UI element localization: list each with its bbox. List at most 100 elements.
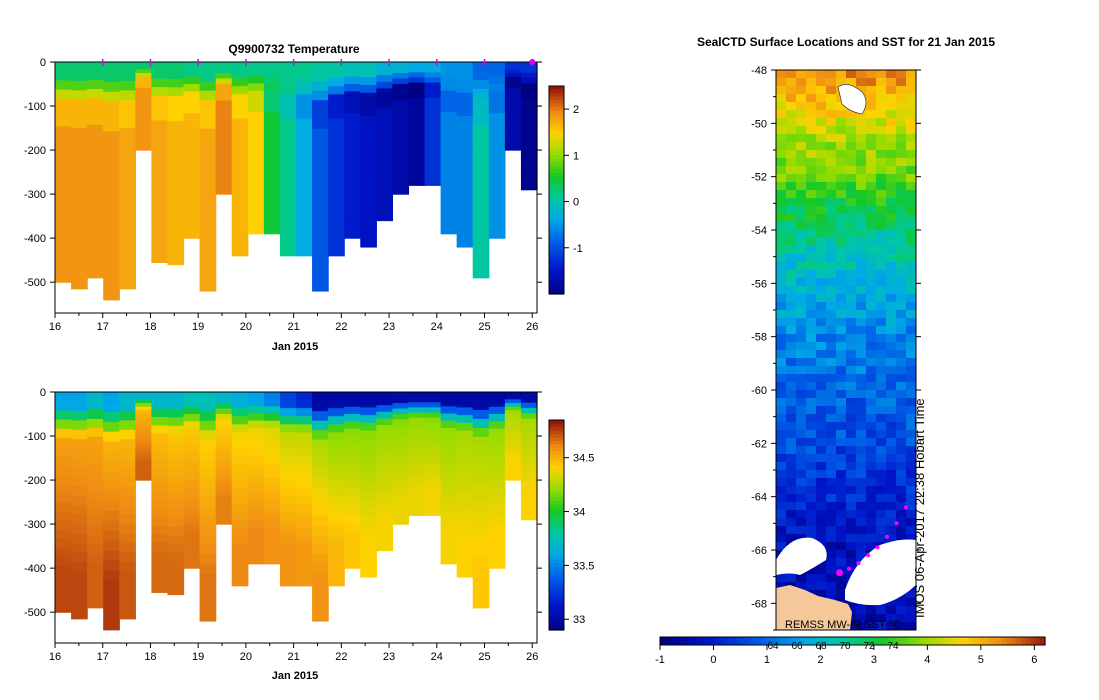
sst-cell — [816, 422, 827, 431]
sst-cell — [806, 526, 817, 535]
section-cell — [456, 208, 474, 217]
section-cell — [71, 194, 88, 205]
section-cell — [135, 84, 152, 89]
sst-colorbar-segment — [1040, 637, 1046, 645]
section-cell — [71, 562, 88, 573]
sst-colorbar-segment — [765, 637, 772, 645]
section-cell — [376, 121, 393, 129]
sst-cell — [786, 494, 797, 503]
sst-cell — [786, 390, 797, 399]
section-cell — [151, 417, 169, 426]
section-cell — [247, 83, 265, 92]
section-cell — [279, 577, 297, 587]
sst-cell — [786, 486, 797, 495]
sst-cell — [776, 534, 787, 543]
section-cell — [135, 80, 152, 85]
sst-cell — [906, 462, 916, 471]
sst-cell — [826, 246, 837, 255]
section-cell — [376, 194, 393, 202]
sst-cell — [836, 350, 847, 359]
seal-location — [847, 566, 851, 571]
sst-cell — [866, 166, 877, 175]
section-cell — [167, 78, 185, 88]
sst-cell — [776, 478, 787, 487]
sst-cell — [856, 294, 867, 303]
sst-colorbar-segment — [972, 637, 979, 645]
sst-colorbar-segment — [996, 637, 1003, 645]
sst-cell — [836, 342, 847, 351]
section-cell — [328, 440, 345, 450]
colorbar-segment — [549, 500, 564, 505]
section-cell — [103, 550, 120, 562]
section-cell — [71, 137, 88, 148]
sst-cell — [846, 518, 857, 527]
colorbar-segment — [549, 476, 564, 481]
sst-cell — [846, 278, 857, 287]
sst-colorbar-label: 2 — [817, 654, 823, 666]
section-cell — [279, 78, 297, 87]
section-cell — [392, 111, 410, 118]
sst-cell — [786, 510, 797, 519]
sst-cell — [906, 222, 916, 231]
section-cell — [296, 126, 313, 136]
sst-cell — [856, 398, 867, 407]
section-cell — [344, 69, 361, 78]
section-cell — [135, 113, 152, 118]
sst-cell — [906, 398, 916, 407]
sst-cell — [906, 110, 916, 119]
sst-cell — [786, 182, 797, 191]
section-cell — [312, 109, 329, 120]
section-cell — [103, 62, 120, 73]
sst-colorbar-segment — [823, 637, 830, 645]
sst-cell — [906, 486, 916, 495]
sst-cell — [806, 334, 817, 343]
sst-cell — [856, 142, 867, 151]
sst-cell — [816, 406, 827, 415]
section-cell — [360, 553, 377, 563]
section-cell — [472, 544, 490, 555]
sst-cell — [856, 350, 867, 359]
section-cell — [199, 138, 217, 149]
section-cell — [247, 169, 265, 178]
section-cell — [296, 70, 313, 79]
section-cell — [520, 179, 538, 185]
sst-cell — [776, 142, 787, 151]
sst-cell — [846, 494, 857, 503]
sst-cell — [806, 262, 817, 271]
section-cell — [151, 120, 169, 130]
section-cell — [151, 475, 169, 485]
section-cell — [328, 150, 345, 160]
section-cell — [408, 118, 426, 125]
sst-cell — [896, 278, 907, 287]
section-cell — [312, 477, 329, 489]
sst-cell — [786, 102, 797, 111]
section-cell — [488, 223, 506, 232]
section-cell — [360, 492, 377, 501]
section-cell — [231, 191, 249, 200]
section-cell — [424, 427, 442, 434]
sst-cell — [886, 622, 897, 630]
sst-cell — [846, 318, 857, 327]
section-cell — [456, 115, 474, 125]
section-cell — [376, 167, 393, 175]
sst-cell — [846, 254, 857, 263]
section-cell — [183, 472, 201, 481]
section-cell — [520, 450, 538, 457]
section-cell — [247, 69, 265, 77]
sst-cell — [776, 446, 787, 455]
sst-cell — [836, 454, 847, 463]
sst-map-title: SealCTD Surface Locations and SST for 21… — [697, 35, 995, 49]
sst-cell — [826, 94, 837, 103]
section-cell — [344, 142, 361, 151]
section-cell — [328, 134, 345, 144]
section-cell — [504, 146, 522, 151]
sst-cell — [896, 462, 907, 471]
colorbar-segment — [549, 103, 564, 108]
sst-cell — [786, 342, 797, 351]
section-cell — [344, 230, 361, 239]
section-cell — [504, 439, 522, 444]
sst-cell — [886, 342, 897, 351]
section-cell — [344, 465, 361, 474]
sst-cell — [876, 326, 887, 335]
sst-cell — [896, 126, 907, 135]
